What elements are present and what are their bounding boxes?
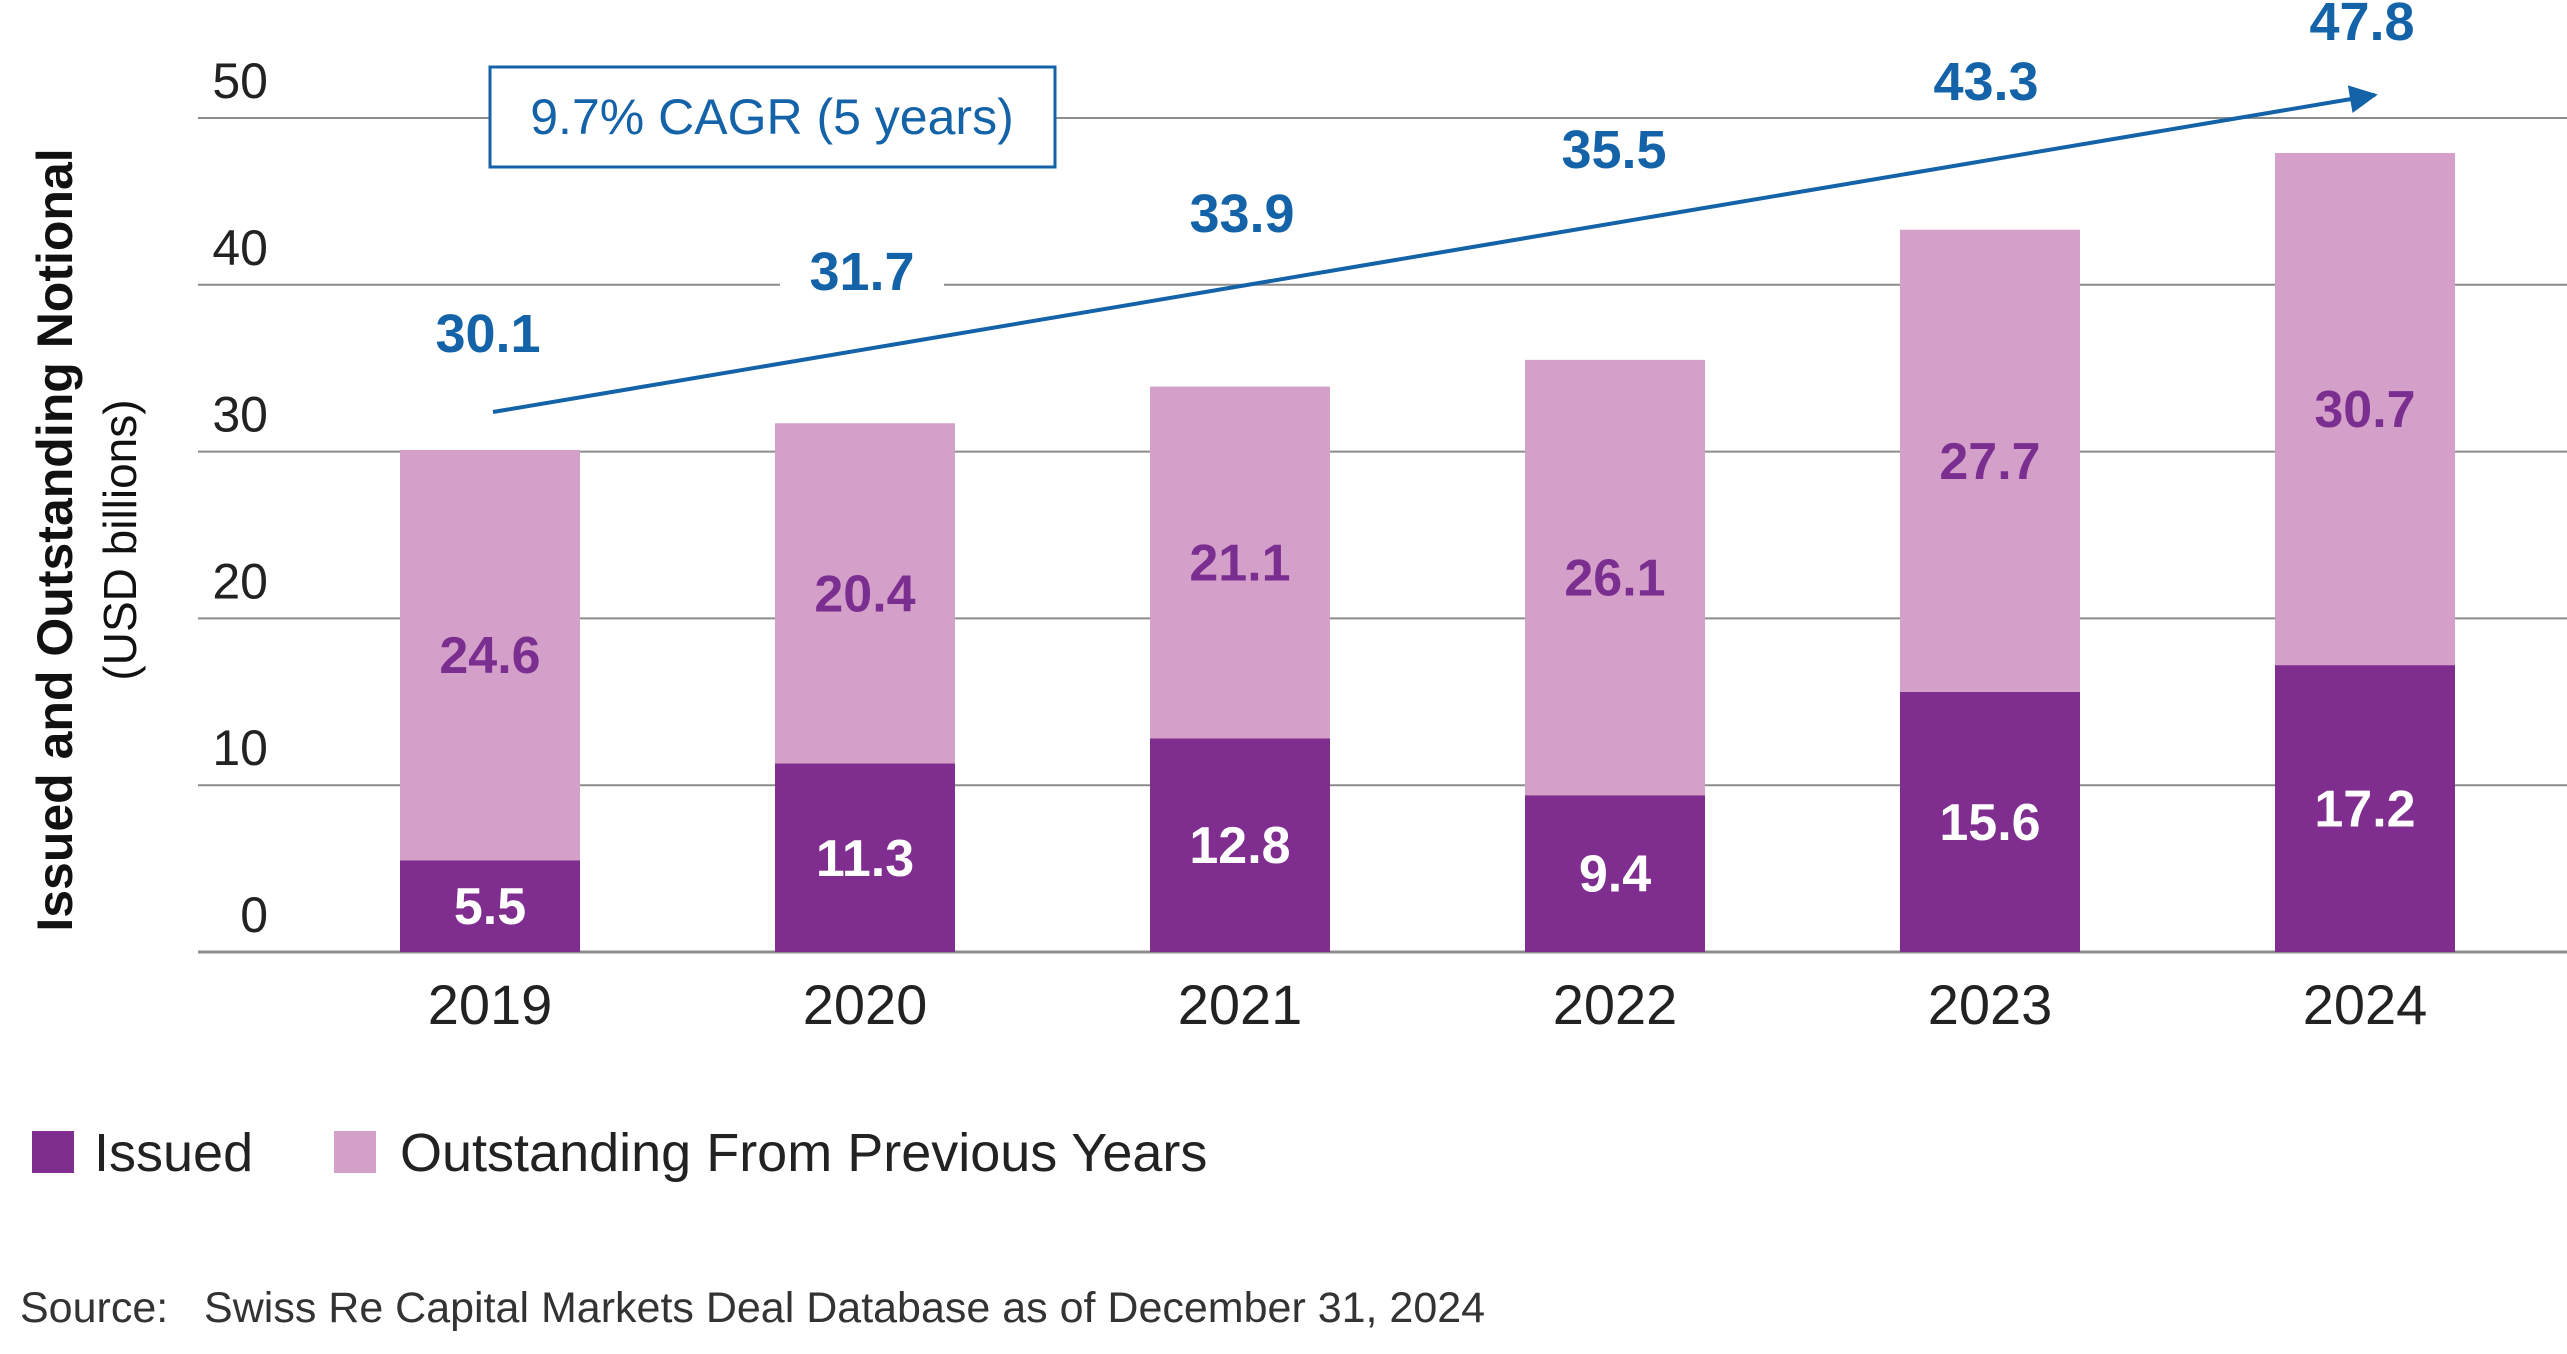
- total-value-label: 33.9: [1189, 184, 1294, 244]
- y-tick-label: 30: [212, 387, 268, 443]
- total-value-label: 43.3: [1933, 52, 2038, 112]
- total-value-label: 47.8: [2309, 0, 2414, 52]
- outstanding-value-label: 20.4: [814, 565, 915, 623]
- legend: Issued Outstanding From Previous Years: [32, 1123, 1207, 1183]
- legend-swatch-issued: [32, 1131, 74, 1173]
- bar-issued: [775, 763, 955, 952]
- total-value-label: 35.5: [1561, 120, 1666, 180]
- bar-issued: [1525, 795, 1705, 952]
- bar-outstanding: [2275, 153, 2455, 666]
- outstanding-value-label: 27.7: [1939, 433, 2040, 491]
- y-axis-ticks: 0 10 20 30 40 50: [212, 53, 268, 943]
- y-tick-label: 40: [212, 220, 268, 276]
- total-label-bg: [406, 304, 570, 368]
- x-tick-label: 2024: [2303, 973, 2428, 1036]
- total-label-bg: [1904, 52, 2068, 116]
- bars: [400, 153, 2455, 952]
- total-label-bg: [1160, 184, 1324, 248]
- y-tick-label: 20: [212, 553, 268, 609]
- total-label-bg: [780, 242, 944, 306]
- issued-value-label: 5.5: [454, 878, 526, 936]
- legend-label-outstanding: Outstanding From Previous Years: [400, 1123, 1207, 1183]
- total-label-bg: [2280, 0, 2444, 56]
- legend-swatch-outstanding: [334, 1131, 376, 1173]
- outstanding-value-label: 21.1: [1189, 535, 1290, 593]
- bar-outstanding: [1150, 386, 1330, 739]
- total-value-label: 30.1: [435, 304, 540, 364]
- cagr-box: [488, 65, 1057, 169]
- total-value-label: 31.7: [809, 242, 914, 302]
- cagr-annotation: 9.7% CAGR (5 years): [488, 65, 1057, 169]
- outstanding-value-label: 26.1: [1564, 550, 1665, 608]
- x-tick-label: 2023: [1928, 973, 2053, 1036]
- y-axis-units: (USD billions): [94, 399, 146, 680]
- source-note: Source: Swiss Re Capital Markets Deal Da…: [20, 1284, 1485, 1332]
- y-tick-label: 10: [212, 720, 268, 776]
- trend-arrow: [492, 85, 2378, 414]
- x-axis-ticks: 2019 2020 2021 2022 2023 2024: [428, 973, 2428, 1036]
- y-tick-label: 0: [240, 887, 268, 943]
- bar-outstanding: [1900, 229, 2080, 692]
- cagr-label: 9.7% CAGR (5 years): [530, 89, 1013, 145]
- x-tick-label: 2019: [428, 973, 553, 1036]
- outstanding-value-label: 24.6: [439, 627, 540, 685]
- bar-issued: [2275, 665, 2455, 952]
- issued-value-label: 12.8: [1189, 817, 1290, 875]
- bar-outstanding: [775, 423, 955, 764]
- x-tick-label: 2020: [803, 973, 928, 1036]
- issued-value-label: 15.6: [1939, 794, 2040, 852]
- legend-label-issued: Issued: [94, 1123, 253, 1183]
- issued-value-label: 9.4: [1579, 846, 1651, 904]
- bar-issued: [400, 860, 580, 952]
- total-label-bg: [1532, 120, 1696, 184]
- total-labels: 30.1 31.7 33.9 35.5 43.3 47.8: [406, 0, 2444, 368]
- segment-labels: 5.5 24.6 11.3 20.4 12.8 21.1 9.4 26.1 15.6 27.7 17…: [439, 381, 2415, 936]
- bar-issued: [1150, 738, 1330, 952]
- x-tick-label: 2022: [1553, 973, 1678, 1036]
- issued-value-label: 11.3: [816, 830, 914, 888]
- bar-outstanding: [400, 449, 580, 861]
- issued-value-label: 17.2: [2314, 781, 2415, 839]
- bar-issued: [1900, 691, 2080, 952]
- x-tick-label: 2021: [1178, 973, 1303, 1036]
- bar-outstanding: [1525, 359, 1705, 796]
- y-tick-label: 50: [212, 53, 268, 109]
- outstanding-value-label: 30.7: [2314, 381, 2415, 439]
- y-axis-title: Issued and Outstanding Notional (USD bil…: [27, 148, 146, 931]
- y-axis-label: Issued and Outstanding Notional: [27, 148, 83, 931]
